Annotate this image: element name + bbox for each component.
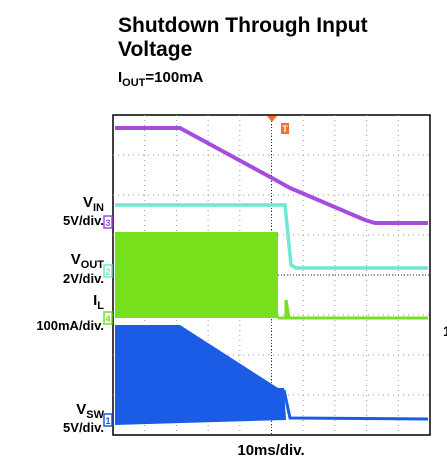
channel-marker [103,413,113,427]
channel-name-sub: IN [93,202,104,214]
vsw-trace [115,325,286,425]
channel-marker-label: 2 [105,267,110,277]
il-trace [115,232,278,318]
channel-name: IL [93,292,104,312]
channel-marker [103,311,113,325]
il-trace [278,299,428,320]
channel-name-main: V [83,194,93,211]
channel-marker-label: 1 [105,416,110,426]
channel-name-main: V [71,251,81,268]
channel-scale: 5V/div. [63,420,104,435]
channel-name-sub: SW [86,409,104,421]
screen [112,114,431,436]
channel-marker-label: 4 [105,314,110,324]
channel-name: VOUT [71,251,105,271]
edge-label: 1 [443,323,447,339]
channel-name-main: V [76,401,86,418]
channel-name-sub: OUT [81,259,105,271]
channel-name-sub: L [97,300,104,312]
channel-scale: 5V/div. [63,213,104,228]
vout-trace [115,203,428,270]
title-line: Voltage [118,38,192,61]
trigger-label: T [282,124,288,134]
channel-scale: 2V/div. [63,271,104,286]
channel-marker [103,215,113,229]
channel-name-main: I [93,292,97,309]
vsw-trace [282,389,429,421]
channel-name: VSW [76,401,104,421]
subtitle-rest: =100mA [145,69,203,86]
subtitle-main: I [118,69,122,86]
channel-scale: 100mA/div. [36,318,104,333]
title-line: Shutdown Through Input [118,14,368,37]
channel-marker [103,264,113,278]
channel-marker-label: 3 [105,218,110,228]
channel-name: VIN [83,194,104,214]
trigger-arrow [267,116,277,122]
subtitle-sub: OUT [122,77,146,89]
vin-trace [115,126,428,225]
subtitle: IOUT=100mA [118,69,204,89]
time-scale: 10ms/div. [237,442,304,459]
trigger-box [281,123,289,134]
